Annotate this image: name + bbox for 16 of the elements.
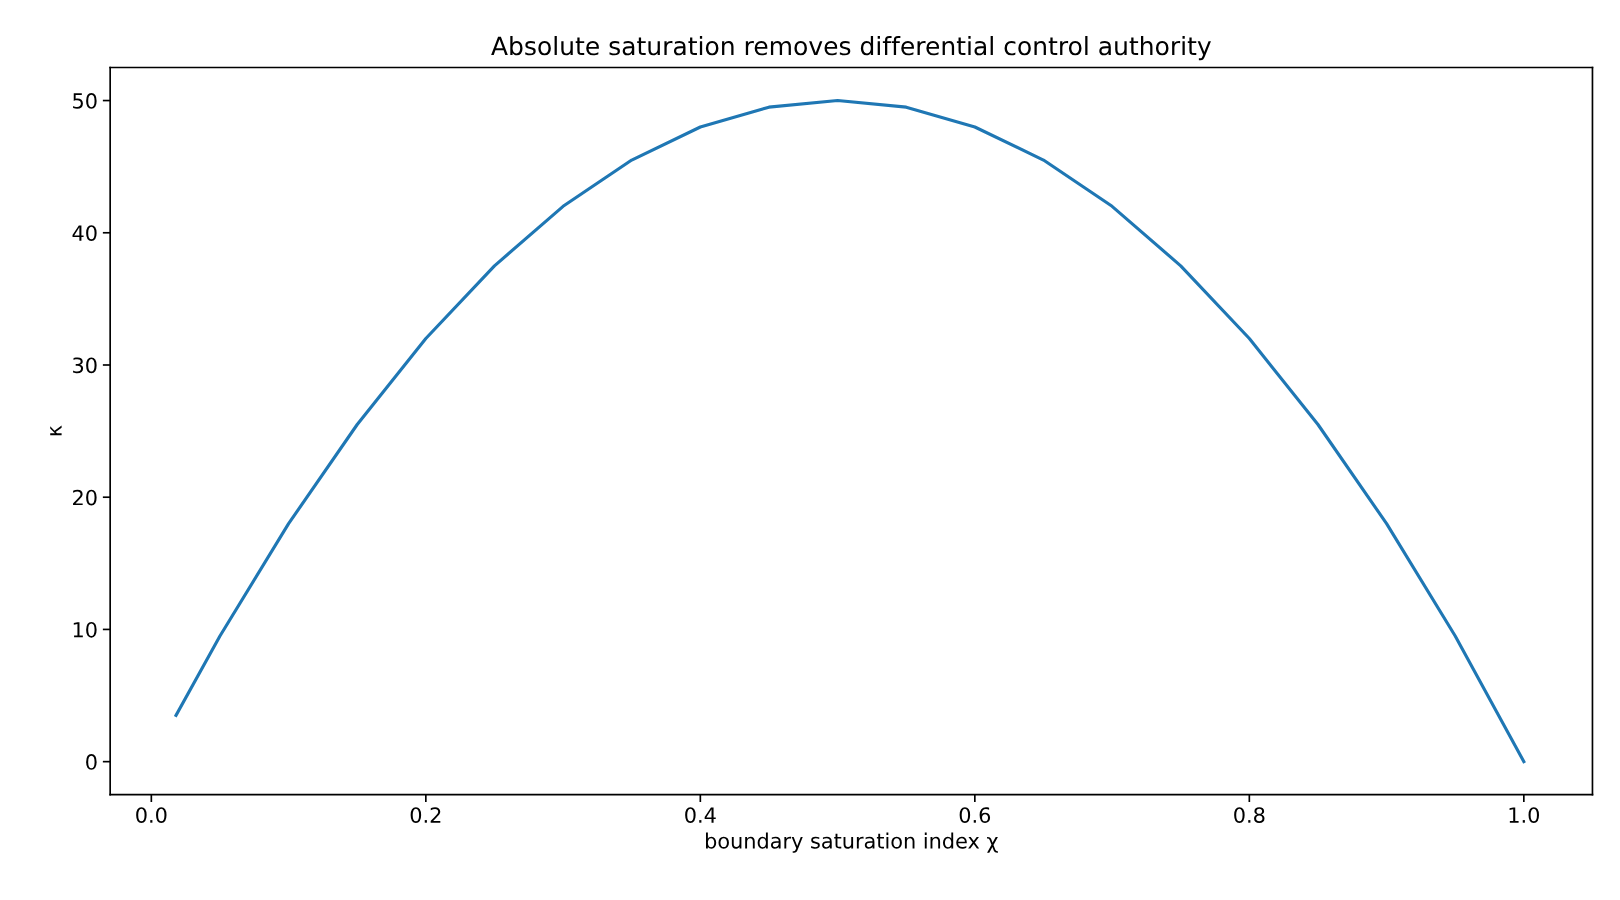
x-tick-label: 0.8 <box>1234 807 1265 823</box>
x-tick-label: 0.2 <box>410 807 441 823</box>
y-tick-label: 50 <box>73 93 97 109</box>
y-tick-label: 10 <box>73 621 97 638</box>
x-tick-label: 0.0 <box>136 807 167 823</box>
x-axis-title: boundary saturation index χ <box>706 832 998 853</box>
y-axis-title: κ <box>50 425 62 436</box>
y-tick-label: 30 <box>73 357 97 374</box>
x-tick-label: 0.6 <box>959 807 991 823</box>
x-tick-label: 0.4 <box>685 807 716 823</box>
y-tick-label: 40 <box>72 225 97 241</box>
x-tick-label: 1.0 <box>1509 807 1540 823</box>
y-tick-label: 20 <box>73 489 97 506</box>
y-tick-label: 0 <box>86 754 97 770</box>
chart-title: Absolute saturation removes differential control authority <box>491 36 1211 61</box>
line-series <box>174 98 1526 764</box>
